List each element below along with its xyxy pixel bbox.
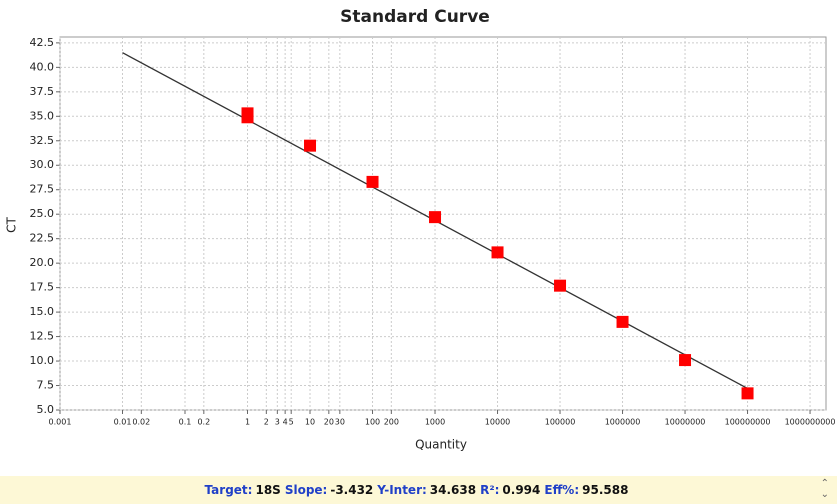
y-tick-label: 42.5 xyxy=(30,36,55,49)
x-tick-label: 30 xyxy=(335,418,345,427)
x-tick-label: 100000 xyxy=(545,418,576,427)
x-tick-label: 1000000000 xyxy=(785,418,836,427)
y-tick-label: 12.5 xyxy=(30,330,55,343)
x-tick-label: 0.01 xyxy=(114,418,132,427)
x-axis-label: Quantity xyxy=(415,438,467,452)
x-tick-label: 0.2 xyxy=(197,418,210,427)
status-label: Eff%: xyxy=(544,483,580,497)
x-tick-label: 200 xyxy=(384,418,399,427)
y-tick-label: 20.0 xyxy=(30,256,55,269)
y-tick-label: 32.5 xyxy=(30,134,55,147)
chart-title: Standard Curve xyxy=(340,7,490,27)
status-label: R²: xyxy=(480,483,500,497)
data-point xyxy=(241,111,254,124)
status-bar: Target: 18S Slope: -3.432 Y-Inter: 34.638 R²: 0… xyxy=(0,476,837,504)
x-tick-label: 1 xyxy=(245,418,250,427)
y-tick-label: 37.5 xyxy=(30,85,55,98)
chart: Standard Curve Quantity CT 5.0 7.5 10.0 12.… xyxy=(5,7,836,452)
status-value: 34.638 xyxy=(429,483,477,497)
y-tick-label: 5.0 xyxy=(37,403,55,416)
data-point xyxy=(679,354,692,367)
x-tick-label: 10 xyxy=(305,418,315,427)
y-tick-label: 10.0 xyxy=(30,354,55,367)
status-value: 0.994 xyxy=(502,483,541,497)
status-label: Slope: xyxy=(284,483,328,497)
y-tick-label: 40.0 xyxy=(30,60,55,73)
data-point xyxy=(366,175,379,188)
y-tick-label: 7.5 xyxy=(37,379,55,392)
x-tick-label: 1000000 xyxy=(605,418,641,427)
status-value: 18S xyxy=(255,483,281,497)
y-axis-label: CT xyxy=(5,216,19,232)
x-tick-label: 0.1 xyxy=(179,418,192,427)
x-tick-label: 1000 xyxy=(425,418,445,427)
x-tick-label: 100 xyxy=(365,418,380,427)
data-point xyxy=(429,211,442,224)
x-tick-label: 10000000 xyxy=(665,418,706,427)
data-point xyxy=(304,139,317,152)
data-point xyxy=(491,246,504,259)
x-tick-label: 3 xyxy=(275,418,280,427)
status-value: 95.588 xyxy=(582,483,629,497)
data-point xyxy=(741,387,754,400)
data-point xyxy=(554,279,567,292)
x-tick-label: 0.001 xyxy=(49,418,72,427)
status-value: -3.432 xyxy=(330,483,374,497)
y-tick-label: 35.0 xyxy=(30,109,55,122)
x-tick-label: 5 xyxy=(289,418,294,427)
data-point xyxy=(616,315,629,328)
y-tick-label: 17.5 xyxy=(30,281,55,294)
y-tick-label: 25.0 xyxy=(30,207,55,220)
x-tick-label: 4 xyxy=(283,418,288,427)
y-tick-label: 30.0 xyxy=(30,158,55,171)
x-tick-label: 20 xyxy=(324,418,334,427)
x-tick-label: 0.02 xyxy=(132,418,150,427)
y-tick-label: 22.5 xyxy=(30,232,55,245)
y-tick-label: 15.0 xyxy=(30,305,55,318)
x-tick-label: 10000 xyxy=(485,418,510,427)
y-tick-label: 27.5 xyxy=(30,183,55,196)
x-tick-label: 100000000 xyxy=(725,418,771,427)
status-label: Target: xyxy=(204,483,253,497)
scroll-arrows[interactable]: ⌃ ⌄ xyxy=(820,478,829,500)
status-label: Y-Inter: xyxy=(377,483,427,497)
x-tick-label: 2 xyxy=(264,418,269,427)
plot-area xyxy=(59,36,827,411)
